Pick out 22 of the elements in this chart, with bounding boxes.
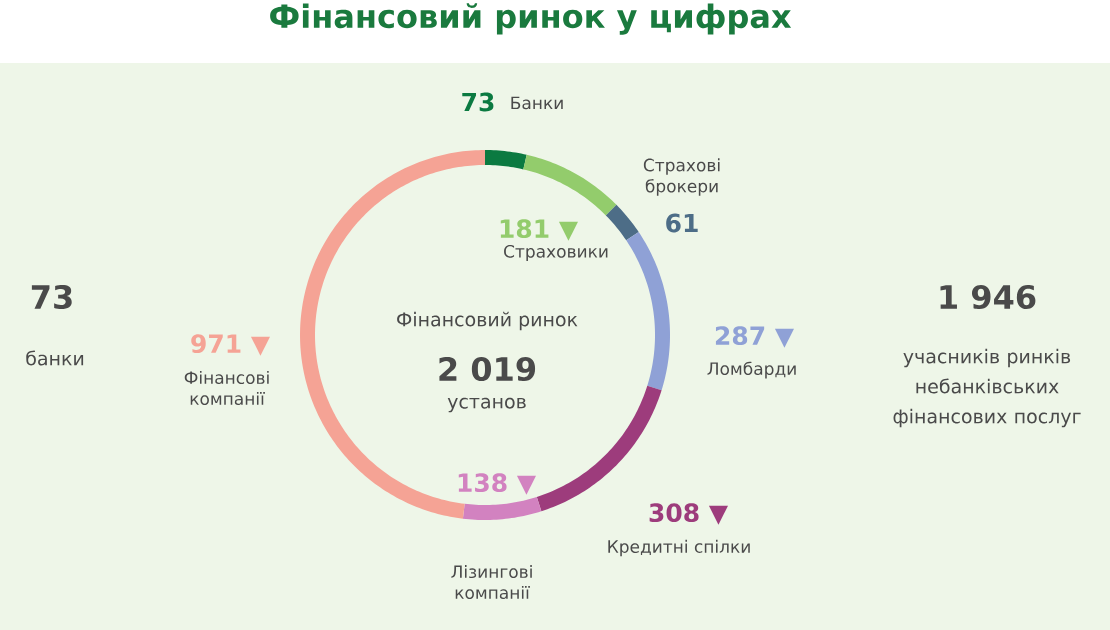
data-label: 181 ▼ (500, 219, 578, 241)
text: установ (447, 397, 526, 413)
text: 2 019 (439, 356, 536, 382)
slice-label: Ломбарди (707, 361, 796, 379)
text: учасників ринків небанківських фінансових послуг (893, 348, 1081, 428)
data-label: 138 ▼ (458, 473, 536, 495)
slice-label: Лізингові компанії (451, 564, 532, 600)
slice-label: Кредитні спілки (608, 539, 750, 557)
text: 1 946 (940, 284, 1036, 310)
text: банки (26, 350, 84, 366)
slice-label: Страхові брокери (643, 158, 720, 196)
text: 73 (31, 284, 72, 310)
data-label: 287 ▼ (715, 326, 794, 348)
data-label: 308 ▼ (649, 503, 728, 525)
chart-title: Фінансовий ринок у цифрах (270, 3, 792, 35)
text: Фінансовий ринок (397, 311, 578, 331)
slice-label: Фінансові компанії (184, 370, 269, 406)
data-label: 61 (666, 213, 698, 233)
slice-label: Страховики (504, 244, 608, 262)
data-label: 971 ▼ (191, 334, 270, 356)
data-label: 73 (462, 92, 494, 112)
slice-label: Банки (511, 96, 563, 110)
